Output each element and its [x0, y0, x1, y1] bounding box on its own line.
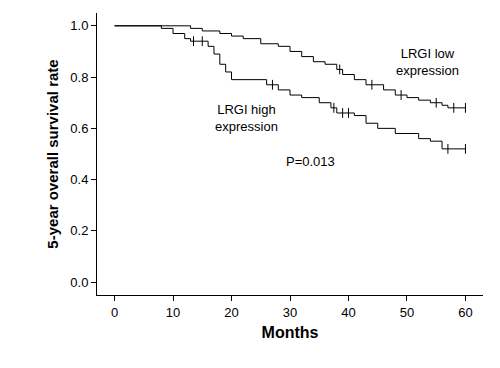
svg-text:10: 10: [166, 305, 180, 320]
svg-text:40: 40: [341, 305, 355, 320]
svg-text:LRGI highexpression: LRGI highexpression: [215, 102, 278, 134]
svg-text:LRGI lowexpression: LRGI lowexpression: [396, 46, 459, 78]
svg-text:60: 60: [458, 305, 472, 320]
svg-text:30: 30: [283, 305, 297, 320]
svg-text:0.0: 0.0: [70, 275, 88, 290]
svg-text:0.2: 0.2: [70, 223, 88, 238]
svg-text:0.4: 0.4: [70, 172, 88, 187]
svg-text:20: 20: [224, 305, 238, 320]
svg-text:P=0.013: P=0.013: [286, 154, 335, 169]
svg-text:0.6: 0.6: [70, 121, 88, 136]
svg-text:0: 0: [111, 305, 118, 320]
svg-text:0.8: 0.8: [70, 70, 88, 85]
svg-text:Months: Months: [262, 324, 319, 341]
svg-text:50: 50: [400, 305, 414, 320]
svg-text:1.0: 1.0: [70, 18, 88, 33]
svg-text:5-year overall survival rate: 5-year overall survival rate: [44, 59, 61, 248]
